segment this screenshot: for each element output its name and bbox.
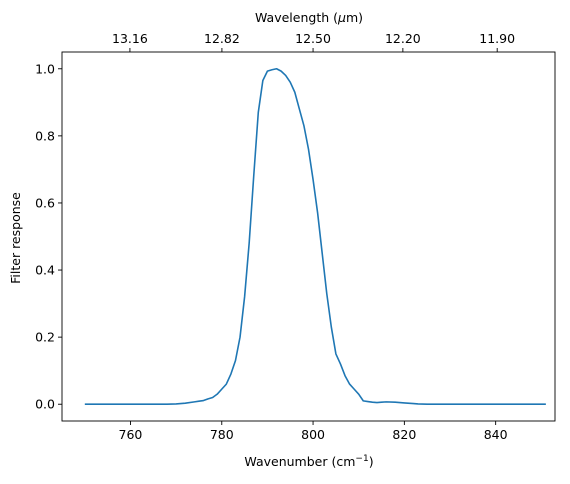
top-x-tick-label: 12.50 — [295, 31, 331, 46]
y-tick-label: 0.4 — [35, 263, 55, 278]
x-tick-label: 840 — [484, 427, 508, 442]
plot-frame — [61, 51, 556, 422]
plot-area — [61, 51, 556, 422]
top-x-tick-label: 13.16 — [112, 31, 148, 46]
y-tick-label: 1.0 — [35, 61, 55, 76]
x-tick-label: 800 — [301, 427, 325, 442]
y-tick-label: 0.0 — [35, 397, 55, 412]
bottom-x-axis: 760 780 800 820 840 — [119, 421, 508, 442]
top-x-tick-label: 12.20 — [385, 31, 421, 46]
x-axis-label: Wavenumber (cm−1) — [244, 454, 373, 469]
x-tick-label: 780 — [210, 427, 234, 442]
series-line-filter-response — [84, 67, 546, 406]
y-axis-label: Filter response — [8, 192, 23, 284]
left-y-axis: 0.0 0.2 0.4 0.6 0.8 1.0 — [35, 61, 62, 412]
y-tick-label: 0.6 — [35, 195, 55, 210]
x-tick-label: 760 — [119, 427, 143, 442]
top-x-axis: 13.16 12.82 12.50 12.20 11.90 — [112, 31, 515, 52]
y-tick-label: 0.2 — [35, 330, 55, 345]
top-x-tick-label: 12.82 — [204, 31, 240, 46]
y-tick-label: 0.8 — [35, 128, 55, 143]
top-x-tick-label: 11.90 — [479, 31, 515, 46]
top-x-axis-label: Wavelength (μm) — [255, 10, 363, 25]
x-tick-label: 820 — [392, 427, 416, 442]
